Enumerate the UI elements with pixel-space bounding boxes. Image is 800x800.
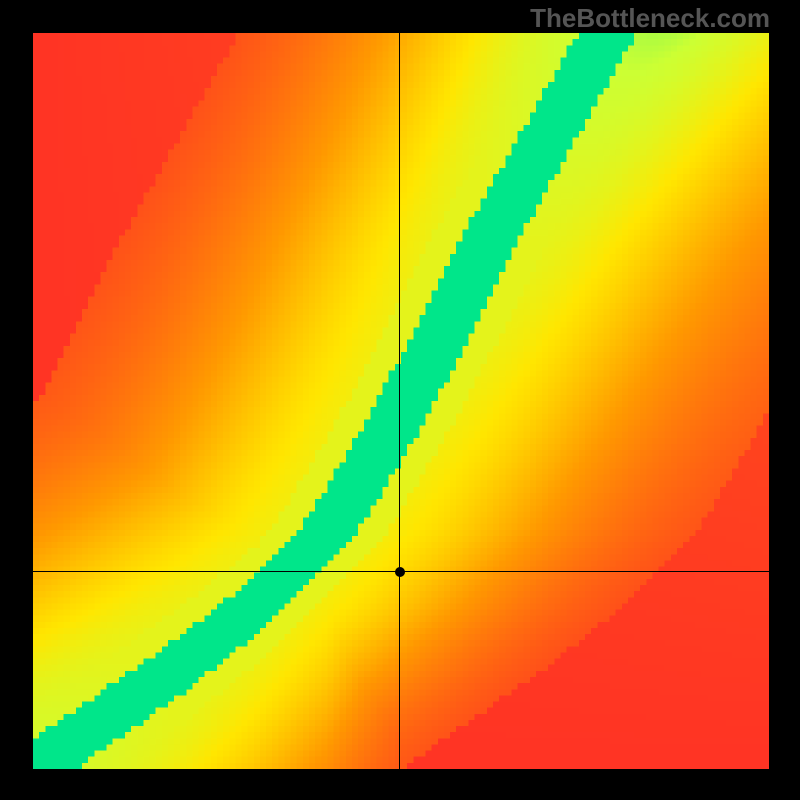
chart-stage: TheBottleneck.com [0, 0, 800, 800]
selected-point [395, 567, 405, 577]
watermark-text: TheBottleneck.com [530, 3, 770, 34]
crosshair-vertical [399, 33, 400, 769]
bottleneck-heatmap [33, 33, 769, 769]
